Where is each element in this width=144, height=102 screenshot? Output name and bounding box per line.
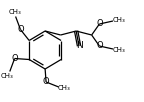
Text: O: O: [43, 78, 49, 86]
Text: O: O: [96, 19, 103, 28]
Text: O: O: [11, 54, 18, 63]
Text: O: O: [17, 25, 24, 34]
Text: N: N: [76, 42, 82, 50]
Text: CH₃: CH₃: [57, 85, 70, 91]
Text: CH₃: CH₃: [8, 9, 21, 16]
Text: CH₃: CH₃: [112, 17, 125, 23]
Text: CH₃: CH₃: [112, 47, 125, 53]
Text: CH₃: CH₃: [0, 73, 13, 79]
Text: O: O: [96, 42, 103, 50]
